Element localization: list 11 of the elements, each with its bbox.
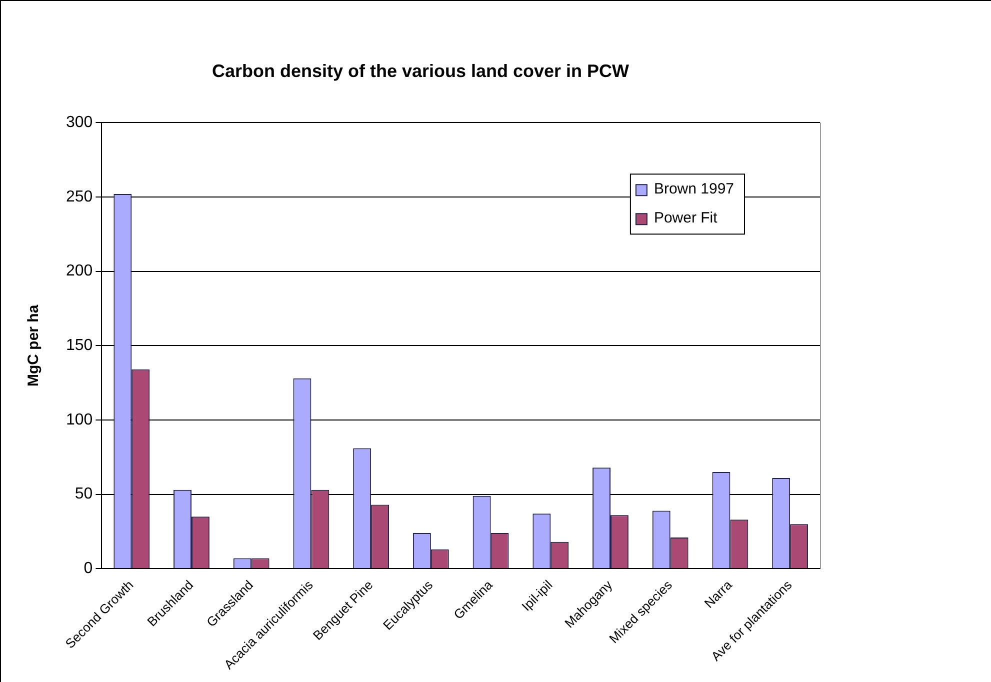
y-tick-label: 100 (66, 411, 93, 428)
chart-title: Carbon density of the various land cover in PCW (212, 60, 630, 81)
y-tick-label: 0 (84, 560, 93, 578)
y-tick-label: 150 (66, 337, 93, 354)
legend-label: Power Fit (654, 210, 718, 227)
y-axis-title: MgC per ha (25, 304, 42, 386)
y-tick-label: 300 (66, 114, 93, 132)
y-tick-label: 50 (74, 486, 93, 503)
y-tick-label: 250 (66, 188, 93, 206)
y-tick-label: 200 (66, 262, 93, 280)
legend-label: Brown 1997 (654, 180, 734, 198)
